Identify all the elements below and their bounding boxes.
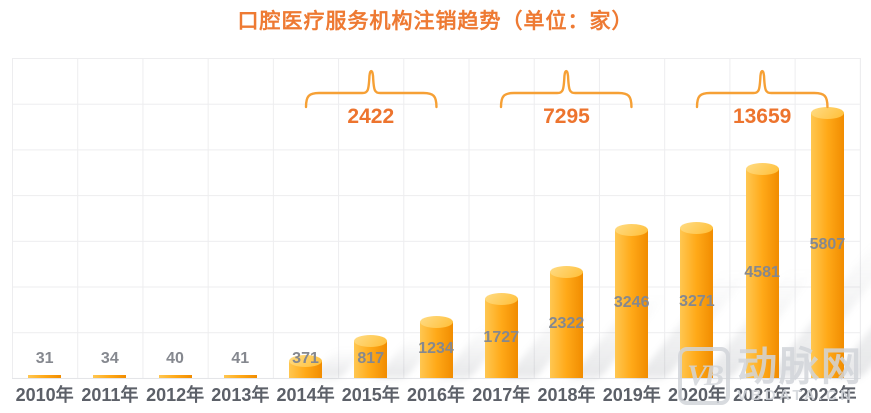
bar-top-ellipse: [745, 163, 779, 175]
x-axis-label: 2021年: [733, 385, 792, 405]
group-total-label: 13659: [732, 105, 792, 128]
bar-value-label: 1234: [418, 340, 454, 357]
bar-2015年: [354, 335, 388, 378]
x-axis-label: 2016年: [407, 385, 466, 405]
x-axis-label: 2018年: [537, 385, 596, 405]
bar-2013年: [223, 375, 257, 378]
bar-value-label: 3246: [613, 294, 650, 311]
group-total-label: 2422: [347, 105, 395, 128]
bar-top-ellipse: [810, 107, 844, 119]
x-axis-label: 2011年: [81, 385, 139, 405]
bar-value-label: 5807: [809, 235, 846, 253]
x-axis-label: 2022年: [798, 385, 857, 405]
watermark-domain: VBDATA.CN: [737, 387, 855, 404]
group-brace: [304, 69, 438, 109]
bar-2019年: [615, 224, 649, 378]
group-brace: [695, 69, 829, 109]
x-axis-label: 2010年: [15, 385, 74, 405]
bar-value-label: 4581: [744, 263, 780, 281]
bar-2010年: [28, 375, 62, 378]
bar-top-ellipse: [484, 293, 518, 305]
bar-2021年: [745, 163, 779, 378]
bar-top-ellipse: [289, 355, 323, 367]
bar-value-label: 371: [292, 350, 319, 367]
bar-value-label: 40: [166, 350, 184, 367]
bar-value-label: 2322: [548, 315, 585, 332]
bar-2014年: [289, 355, 323, 378]
bar-2011年: [93, 375, 127, 378]
bar-2016年: [419, 316, 453, 378]
bar-value-label: 1727: [483, 328, 520, 346]
bar-value-label: 34: [100, 350, 119, 367]
bar-top-ellipse: [680, 222, 714, 234]
watermark: VB 动脉网 VBDATA.CN: [678, 347, 863, 405]
bar-value-label: 817: [357, 349, 385, 367]
x-axis-label: 2015年: [341, 385, 400, 405]
x-axis-label: 2013年: [211, 385, 270, 405]
x-axis-label: 2014年: [276, 385, 335, 405]
bar-value-label: 3271: [679, 293, 715, 310]
bar-2018年: [549, 266, 583, 378]
bar-top-ellipse: [615, 224, 649, 236]
plot-area: 31 34 40 41 371 817 1234 1727 2322 3246 3271 4581 58…: [12, 58, 871, 379]
bar-2017年: [484, 293, 518, 378]
watermark-logo: VB: [678, 347, 730, 405]
chart-title: 口腔医疗服务机构注销趋势（单位：家）: [237, 10, 634, 33]
bar-value-label: 31: [35, 350, 54, 367]
x-axis-label: 2017年: [472, 385, 531, 405]
bar-top-ellipse: [549, 266, 583, 278]
x-axis-label: 2012年: [146, 385, 205, 405]
bar-2012年: [158, 375, 192, 378]
bar-2022年: [810, 107, 844, 378]
bar-top-ellipse: [354, 335, 388, 347]
bar-top-ellipse: [419, 316, 453, 328]
x-axis: 2010年 2011年 2012年 2013年 2014年 2015年 2016年 2017年…: [12, 384, 860, 406]
bar-value-label: 41: [231, 350, 250, 367]
watermark-brand-name: 动脉网: [737, 345, 863, 389]
group-total-label: 7295: [543, 105, 590, 128]
group-brace: [500, 69, 633, 109]
x-axis-label: 2019年: [602, 385, 661, 405]
